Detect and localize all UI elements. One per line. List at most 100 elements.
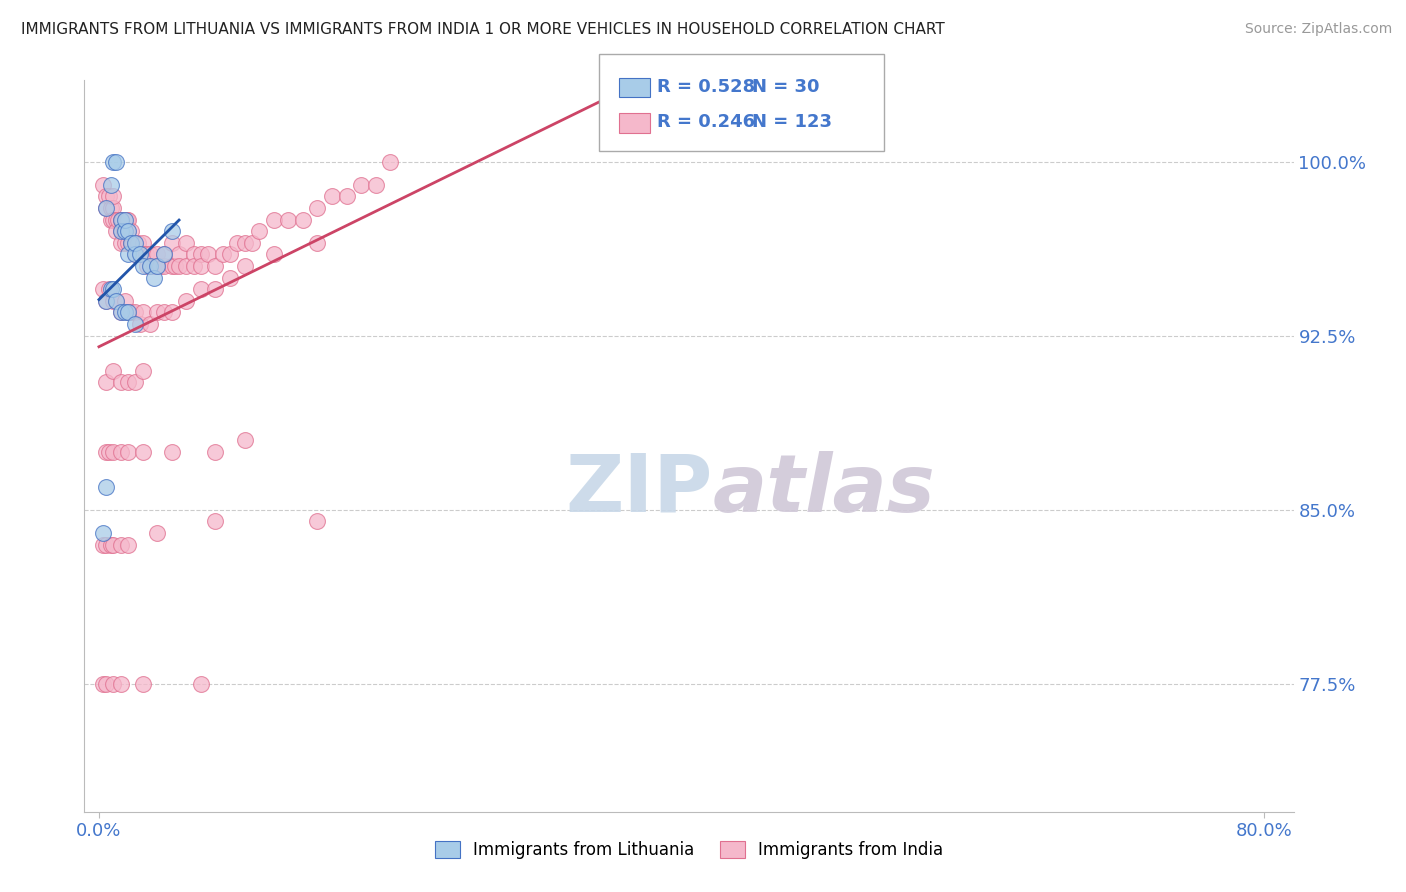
Point [110, 224, 132, 238]
Point [120, 235, 142, 250]
Text: atlas: atlas [713, 450, 936, 529]
Point [100, 212, 122, 227]
Point [124, 317, 146, 331]
Point [136, 259, 159, 273]
Point [96, 201, 118, 215]
Point [107, 212, 129, 227]
Point [263, 212, 285, 227]
Point [204, 282, 226, 296]
Point [110, 445, 132, 459]
Point [96, 375, 118, 389]
Text: Source: ZipAtlas.com: Source: ZipAtlas.com [1244, 22, 1392, 37]
Point [204, 259, 226, 273]
Point [160, 259, 183, 273]
Point [117, 538, 139, 552]
Point [103, 212, 125, 227]
Point [124, 247, 146, 261]
Point [117, 305, 139, 319]
Point [124, 375, 146, 389]
Point [380, 154, 402, 169]
Point [112, 224, 135, 238]
Point [176, 259, 198, 273]
Point [91, 282, 114, 296]
Point [139, 259, 162, 273]
Point [197, 247, 219, 261]
Point [143, 259, 166, 273]
Point [219, 247, 242, 261]
Point [321, 189, 343, 203]
Point [117, 235, 139, 250]
Point [128, 247, 150, 261]
Point [233, 259, 256, 273]
Text: R = 0.246: R = 0.246 [657, 113, 755, 131]
Point [110, 305, 132, 319]
Point [110, 375, 132, 389]
Point [103, 293, 125, 308]
Point [115, 212, 138, 227]
Point [247, 224, 270, 238]
Point [117, 224, 139, 238]
Text: IMMIGRANTS FROM LITHUANIA VS IMMIGRANTS FROM INDIA 1 OR MORE VEHICLES IN HOUSEHO: IMMIGRANTS FROM LITHUANIA VS IMMIGRANTS … [21, 22, 945, 37]
Point [110, 224, 132, 238]
Point [91, 677, 114, 691]
Point [98, 282, 121, 296]
Point [110, 212, 132, 227]
Point [139, 259, 162, 273]
Point [110, 305, 132, 319]
Point [96, 480, 118, 494]
Point [103, 538, 125, 552]
Point [277, 212, 299, 227]
Point [131, 363, 153, 377]
Point [190, 282, 212, 296]
Point [114, 212, 136, 227]
Point [91, 178, 114, 192]
Point [103, 154, 125, 169]
Point [160, 445, 183, 459]
Point [96, 677, 118, 691]
Point [233, 235, 256, 250]
Point [111, 212, 134, 227]
Point [240, 235, 263, 250]
Point [114, 293, 136, 308]
Text: R = 0.528: R = 0.528 [657, 78, 755, 95]
Legend: Immigrants from Lithuania, Immigrants from India: Immigrants from Lithuania, Immigrants fr… [429, 834, 949, 865]
Point [114, 224, 136, 238]
Point [204, 515, 226, 529]
Text: N = 30: N = 30 [752, 78, 820, 95]
Point [117, 224, 139, 238]
Point [96, 538, 118, 552]
Point [103, 282, 125, 296]
Point [143, 270, 166, 285]
Point [153, 247, 176, 261]
Point [103, 363, 125, 377]
Point [117, 247, 139, 261]
Point [139, 317, 162, 331]
Point [110, 212, 132, 227]
Point [131, 445, 153, 459]
Point [114, 305, 136, 319]
Point [167, 259, 190, 273]
Point [103, 677, 125, 691]
Point [110, 538, 132, 552]
Point [117, 375, 139, 389]
Point [153, 247, 176, 261]
Point [110, 677, 132, 691]
Point [350, 178, 373, 192]
Point [364, 178, 387, 192]
Point [117, 305, 139, 319]
Text: N = 123: N = 123 [752, 113, 832, 131]
Point [127, 235, 149, 250]
Point [160, 235, 183, 250]
Point [135, 247, 157, 261]
Point [176, 235, 198, 250]
Point [98, 445, 121, 459]
Point [146, 247, 169, 261]
Point [124, 235, 146, 250]
Point [117, 445, 139, 459]
Point [105, 293, 128, 308]
Point [124, 247, 146, 261]
Point [263, 247, 285, 261]
Point [100, 201, 122, 215]
Point [163, 259, 186, 273]
Point [103, 445, 125, 459]
